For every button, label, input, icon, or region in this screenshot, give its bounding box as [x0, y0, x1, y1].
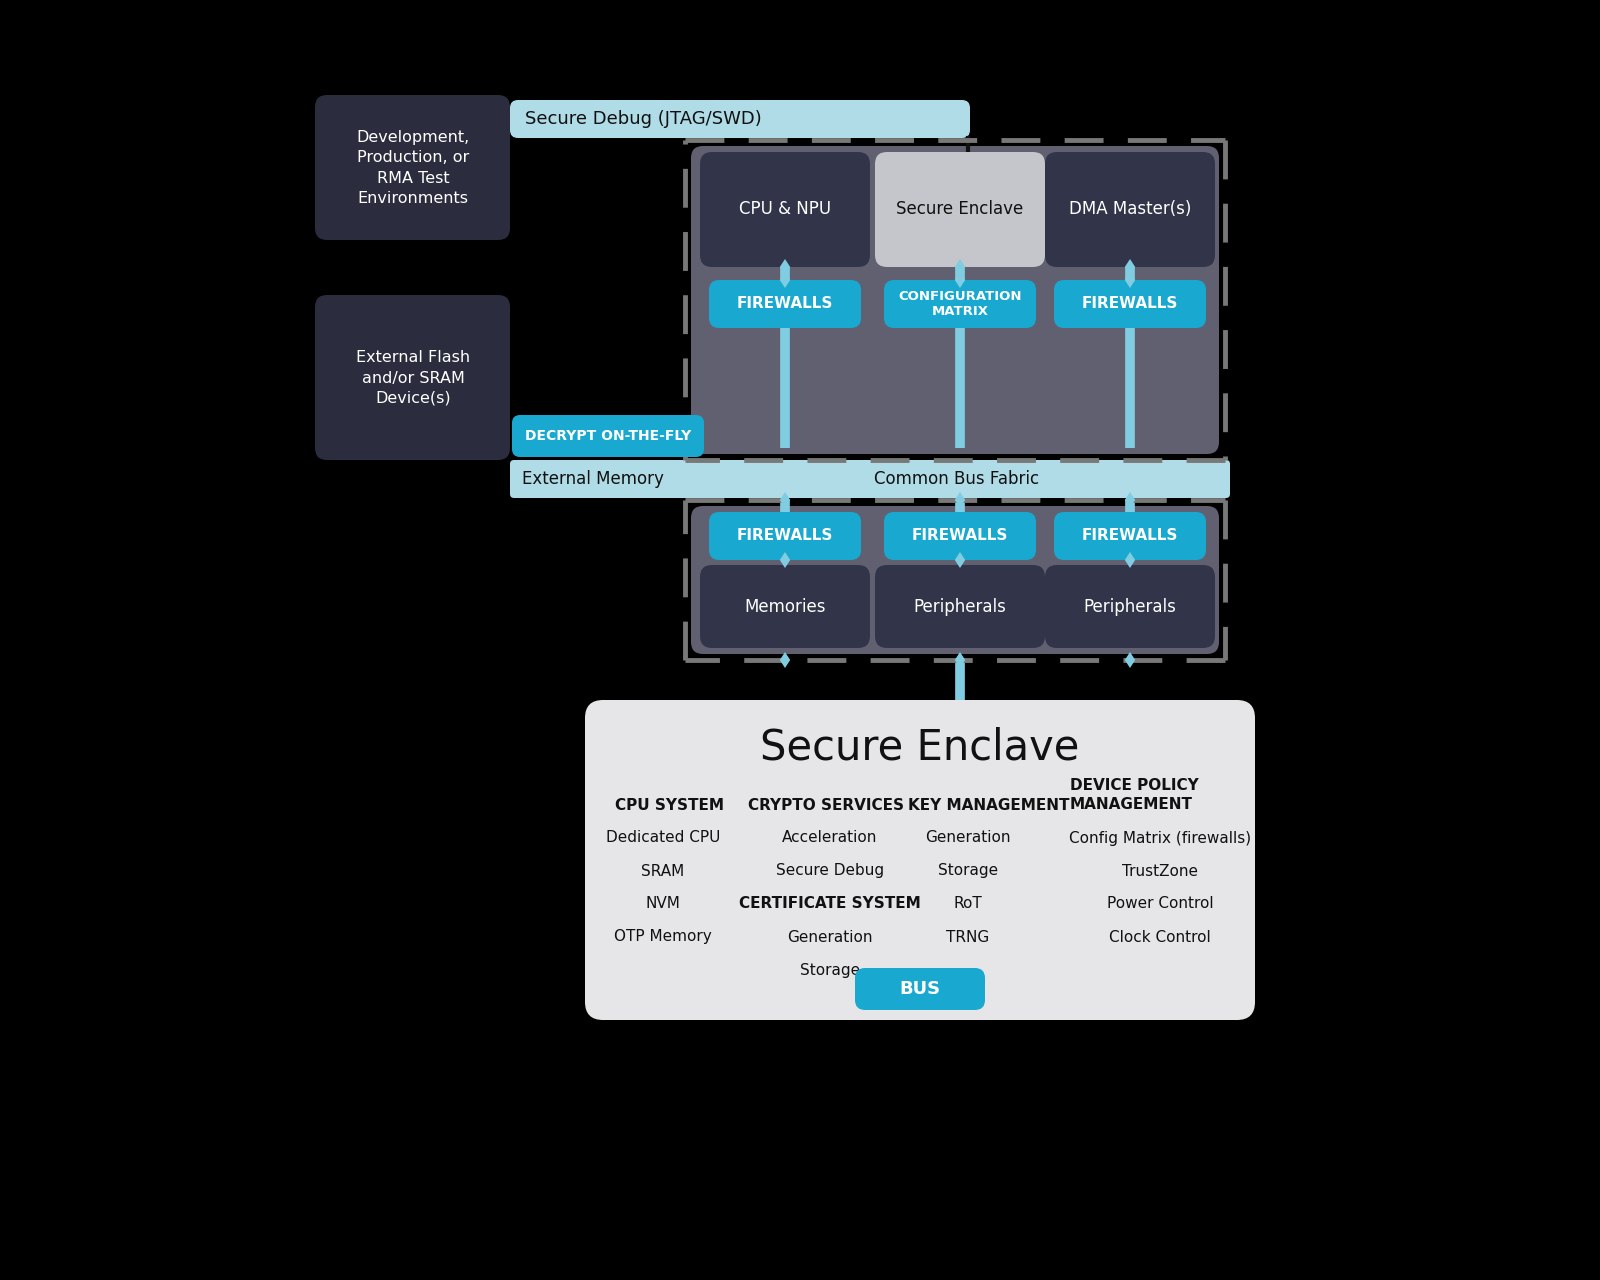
Text: SRAM: SRAM — [642, 864, 685, 878]
Polygon shape — [779, 259, 790, 275]
Text: Development,
Production, or
RMA Test
Environments: Development, Production, or RMA Test Env… — [357, 129, 470, 206]
Polygon shape — [1125, 271, 1136, 288]
FancyBboxPatch shape — [510, 460, 1230, 498]
FancyBboxPatch shape — [315, 294, 510, 460]
Text: Secure Debug: Secure Debug — [776, 864, 885, 878]
Polygon shape — [779, 271, 790, 288]
Polygon shape — [955, 552, 965, 568]
FancyBboxPatch shape — [691, 146, 1219, 454]
Text: FIREWALLS: FIREWALLS — [912, 529, 1008, 544]
Text: FIREWALLS: FIREWALLS — [738, 297, 834, 311]
Polygon shape — [1125, 259, 1136, 275]
FancyBboxPatch shape — [883, 280, 1037, 328]
Text: CONFIGURATION
MATRIX: CONFIGURATION MATRIX — [898, 291, 1022, 317]
Text: External Memory: External Memory — [522, 470, 664, 488]
Text: DECRYPT ON-THE-FLY: DECRYPT ON-THE-FLY — [525, 429, 691, 443]
Polygon shape — [955, 492, 965, 508]
Text: Memories: Memories — [744, 598, 826, 616]
FancyBboxPatch shape — [586, 700, 1254, 1020]
Text: RoT: RoT — [954, 896, 982, 911]
Text: FIREWALLS: FIREWALLS — [1082, 297, 1178, 311]
Text: Clock Control: Clock Control — [1109, 929, 1211, 945]
FancyBboxPatch shape — [510, 100, 970, 138]
Text: Storage: Storage — [938, 864, 998, 878]
Polygon shape — [779, 492, 790, 508]
FancyBboxPatch shape — [875, 152, 1045, 268]
FancyBboxPatch shape — [512, 415, 704, 457]
Text: Peripherals: Peripherals — [914, 598, 1006, 616]
Text: NVM: NVM — [645, 896, 680, 911]
Polygon shape — [955, 271, 965, 288]
Text: Power Control: Power Control — [1107, 896, 1213, 911]
Polygon shape — [1125, 552, 1136, 568]
Text: Peripherals: Peripherals — [1083, 598, 1176, 616]
Text: Secure Debug (JTAG/SWD): Secure Debug (JTAG/SWD) — [525, 110, 762, 128]
FancyBboxPatch shape — [699, 564, 870, 648]
Text: Generation: Generation — [787, 929, 872, 945]
Polygon shape — [955, 652, 965, 668]
FancyBboxPatch shape — [315, 95, 510, 241]
Text: Secure Enclave: Secure Enclave — [896, 201, 1024, 219]
Text: CERTIFICATE SYSTEM: CERTIFICATE SYSTEM — [739, 896, 922, 911]
Polygon shape — [779, 652, 790, 668]
Text: External Flash
and/or SRAM
Device(s): External Flash and/or SRAM Device(s) — [355, 351, 470, 406]
Text: TRNG: TRNG — [946, 929, 990, 945]
Polygon shape — [779, 552, 790, 568]
Text: DEVICE POLICY
MANAGEMENT: DEVICE POLICY MANAGEMENT — [1070, 778, 1198, 812]
Text: CPU & NPU: CPU & NPU — [739, 201, 830, 219]
Text: CPU SYSTEM: CPU SYSTEM — [614, 797, 723, 813]
FancyBboxPatch shape — [875, 564, 1045, 648]
Text: Common Bus Fabric: Common Bus Fabric — [874, 470, 1038, 488]
FancyBboxPatch shape — [691, 506, 1219, 654]
Polygon shape — [955, 259, 965, 275]
Text: Generation: Generation — [925, 831, 1011, 846]
Text: FIREWALLS: FIREWALLS — [738, 529, 834, 544]
Text: KEY MANAGEMENT: KEY MANAGEMENT — [907, 797, 1069, 813]
Text: Storage: Storage — [800, 963, 861, 978]
FancyBboxPatch shape — [709, 280, 861, 328]
FancyBboxPatch shape — [1054, 280, 1206, 328]
Polygon shape — [1125, 652, 1136, 668]
FancyBboxPatch shape — [1045, 564, 1214, 648]
FancyBboxPatch shape — [709, 512, 861, 561]
Text: Dedicated CPU: Dedicated CPU — [606, 831, 720, 846]
Text: CRYPTO SERVICES: CRYPTO SERVICES — [747, 797, 904, 813]
Text: Secure Enclave: Secure Enclave — [760, 727, 1080, 769]
FancyBboxPatch shape — [699, 152, 870, 268]
Text: OTP Memory: OTP Memory — [614, 929, 712, 945]
Text: FIREWALLS: FIREWALLS — [1082, 529, 1178, 544]
Text: Config Matrix (firewalls): Config Matrix (firewalls) — [1069, 831, 1251, 846]
Text: DMA Master(s): DMA Master(s) — [1069, 201, 1190, 219]
Text: BUS: BUS — [899, 980, 941, 998]
Text: Acceleration: Acceleration — [782, 831, 878, 846]
FancyBboxPatch shape — [1054, 512, 1206, 561]
FancyBboxPatch shape — [883, 512, 1037, 561]
Polygon shape — [1125, 492, 1136, 508]
FancyBboxPatch shape — [854, 968, 986, 1010]
FancyBboxPatch shape — [1045, 152, 1214, 268]
Text: TrustZone: TrustZone — [1122, 864, 1198, 878]
